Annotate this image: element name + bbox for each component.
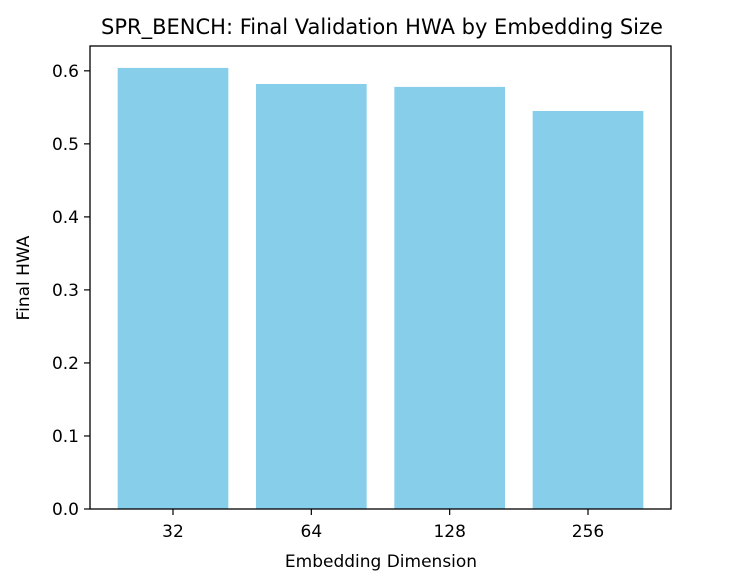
y-axis: 0.0 0.1 0.2 0.3 0.4 0.5 0.6 — [52, 62, 90, 520]
bar-256 — [532, 110, 644, 509]
y-tick-label: 0.1 — [52, 427, 79, 447]
x-tick-label: 128 — [433, 522, 465, 542]
y-tick-label: 0.4 — [52, 208, 79, 228]
bar-128 — [394, 86, 505, 509]
plot-area — [117, 67, 644, 510]
x-tick-label: 64 — [301, 522, 323, 542]
chart-title: SPR_BENCH: Final Validation HWA by Embed… — [101, 15, 663, 40]
x-tick-label: 256 — [572, 522, 604, 542]
bar-32 — [117, 67, 229, 510]
bar-64 — [256, 83, 367, 509]
x-tick-label: 32 — [162, 522, 184, 542]
x-axis: 32 64 128 256 — [162, 509, 604, 542]
y-axis-label: Final HWA — [14, 235, 34, 320]
plot-frame — [89, 45, 672, 510]
y-tick-label: 0.6 — [52, 62, 79, 82]
y-tick-label: 0.3 — [52, 281, 79, 301]
y-tick-label: 0.0 — [52, 500, 79, 520]
y-tick-label: 0.2 — [52, 354, 79, 374]
x-axis-label: Embedding Dimension — [285, 552, 477, 572]
y-tick-label: 0.5 — [52, 135, 79, 155]
